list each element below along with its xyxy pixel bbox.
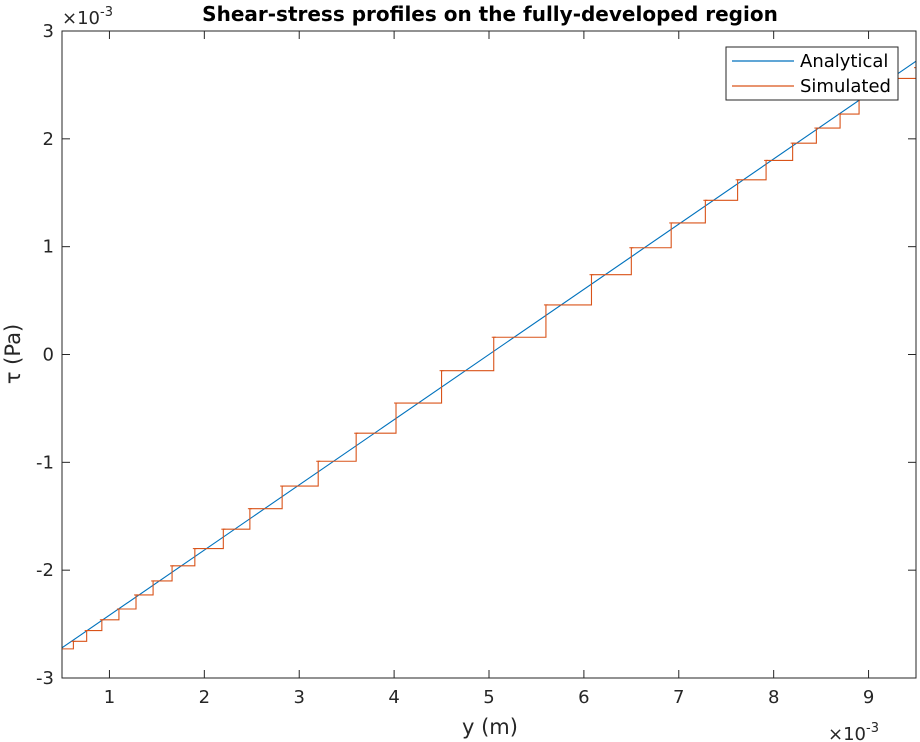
series-analytical — [62, 60, 916, 649]
axis-ticks: 1 2 3 4 5 6 7 8 9 -3 -2 -1 0 1 2 3 — [36, 21, 917, 708]
y-tick-label: -1 — [36, 452, 54, 473]
y-tick-label: -2 — [36, 560, 54, 581]
x-axis-multiplier: ×10-3 — [828, 721, 879, 742]
x-tick-label: 5 — [483, 687, 494, 708]
x-tick-label: 7 — [673, 687, 684, 708]
legend-label-simulated: Simulated — [800, 76, 891, 97]
x-tick-label: 8 — [768, 687, 779, 708]
y-tick-label: 2 — [43, 129, 54, 150]
x-tick-label: 1 — [104, 687, 115, 708]
legend: Analytical Simulated — [725, 46, 899, 101]
y-tick-label: 3 — [43, 21, 54, 42]
x-tick-label: 4 — [388, 687, 399, 708]
y-axis-label: τ (Pa) — [1, 324, 25, 384]
y-tick-label: 1 — [43, 237, 54, 258]
chart-title: Shear-stress profiles on the fully-devel… — [202, 2, 778, 26]
x-tick-label: 6 — [578, 687, 589, 708]
y-tick-label: -3 — [36, 668, 54, 689]
x-tick-label: 3 — [293, 687, 304, 708]
x-axis-label: y (m) — [462, 715, 518, 739]
legend-label-analytical: Analytical — [800, 51, 888, 72]
y-axis-multiplier: ×10-3 — [62, 5, 113, 29]
legend-box — [725, 46, 899, 101]
y-tick-label: 0 — [43, 345, 54, 366]
x-tick-label: 9 — [863, 687, 874, 708]
x-tick-label: 2 — [199, 687, 210, 708]
